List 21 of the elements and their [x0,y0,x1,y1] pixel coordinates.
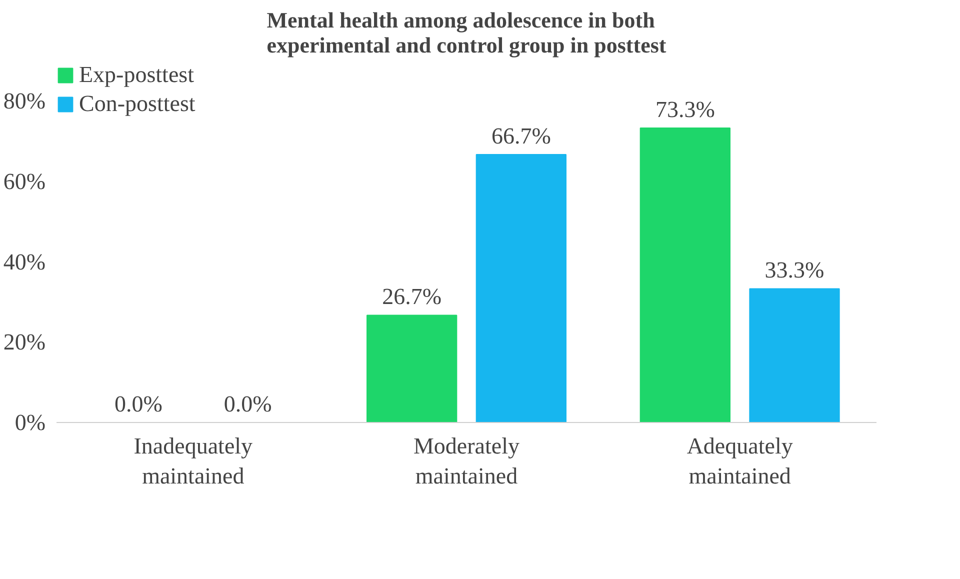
bar [476,154,566,422]
y-tick-label: 40% [3,249,46,274]
bar [749,288,840,422]
data-label: 0.0% [224,392,272,416]
data-label: 73.3% [655,96,715,122]
y-tick-label: 20% [3,330,46,355]
x-tick-label: Adequately maintained [686,434,794,488]
bar [366,314,458,422]
data-label: 33.3% [764,258,824,283]
bar [640,127,730,422]
y-tick-label: 0% [14,410,46,435]
y-tick-label: 60% [3,168,46,194]
chart-title: Mental health among adolescence in both experimental and control group in posttest [266,8,667,58]
legend-label: Exp-posttest [79,62,194,88]
x-tick-label: Moderately maintained [413,434,520,488]
data-label: 26.7% [382,284,442,310]
y-tick-label: 80% [3,88,46,114]
legend-label: Con-posttest [79,91,196,117]
data-label: 0.0% [114,392,162,416]
x-tick-label: Inadequately maintained [134,434,254,488]
data-label: 66.7% [491,124,551,149]
